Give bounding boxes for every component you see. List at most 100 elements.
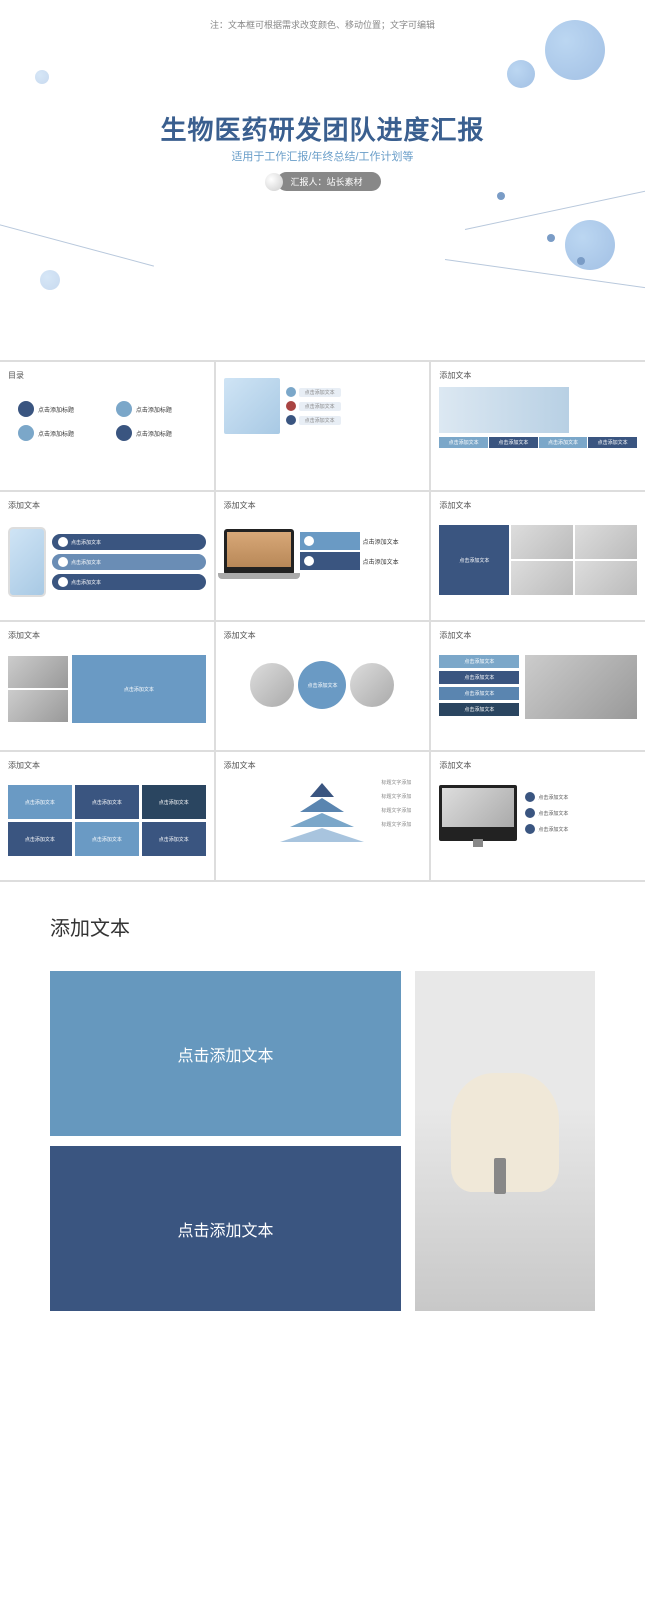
- slide-thumb[interactable]: 添加文本 点击添加文本: [0, 622, 214, 750]
- toc-item: 点击添加标题: [18, 401, 98, 417]
- molecule-line-icon: [465, 187, 645, 230]
- thumb-image: [575, 561, 637, 595]
- large-image: [415, 971, 595, 1311]
- slide-title: 添加文本: [439, 630, 637, 641]
- thumb-image: [511, 525, 573, 559]
- toc-item: 点击添加标题: [116, 425, 196, 441]
- slide-title: 添加文本: [439, 370, 637, 381]
- toc-label: 点击添加标题: [136, 405, 172, 414]
- thumb-block: 点击添加文本: [72, 655, 206, 723]
- thumb-text: 点击添加文本: [538, 826, 568, 833]
- toc-label: 点击添加标题: [38, 429, 74, 438]
- thumb-bar: 点击添加文本: [52, 574, 206, 590]
- toc-icon: [116, 401, 132, 417]
- thumb-text: 点击添加文本: [363, 537, 399, 546]
- thumbnail-grid: 目录 点击添加标题 点击添加标题 点击添加标题 点击添加标题 点击添加文本 点击…: [0, 360, 645, 882]
- thumb-cell: 点击添加文本: [142, 785, 206, 819]
- bullet-icon: [525, 824, 535, 834]
- thumb-bar: 点击添加文本: [439, 687, 519, 700]
- monitor-icon: [439, 785, 517, 841]
- laptop-icon: [224, 529, 294, 575]
- hero-reporter: 汇报人：站长素材: [276, 172, 380, 191]
- bullet-icon: [286, 401, 296, 411]
- large-text-box[interactable]: 点击添加文本: [50, 1146, 401, 1311]
- thumb-text: 点击添加文本: [538, 810, 568, 817]
- thumb-bar: 点击添加文本: [439, 703, 519, 716]
- dot-icon: [304, 556, 314, 566]
- bullet-icon: [525, 808, 535, 818]
- molecule-line-icon: [445, 259, 645, 291]
- dot-icon: [58, 537, 68, 547]
- thumb-image: [8, 690, 68, 722]
- thumb-image: [8, 656, 68, 688]
- pyramid-level: [300, 798, 344, 812]
- slide-thumb[interactable]: 添加文本 点击添加文本: [216, 622, 430, 750]
- thumb-text: 点击添加文本: [299, 416, 341, 425]
- slide-thumb[interactable]: 添加文本 标题文字添加标题文字添加标题文字添加标题文字添加: [216, 752, 430, 880]
- thumb-image: [511, 561, 573, 595]
- slide-thumb[interactable]: 添加文本 点击添加文本 点击添加文本 点击添加文本 点击添加文本 点击添加文本 …: [0, 752, 214, 880]
- slide-title: 添加文本: [8, 760, 206, 771]
- molecule-node-icon: [497, 192, 505, 200]
- slide-title: 目录: [8, 370, 206, 381]
- large-text-box[interactable]: 点击添加文本: [50, 971, 401, 1136]
- thumb-cell: 点击添加文本: [142, 822, 206, 856]
- toc-icon: [18, 401, 34, 417]
- bubble-icon: [545, 20, 605, 80]
- slide-thumb[interactable]: 添加文本 点击添加文本点击添加文本点击添加文本点击添加文本: [431, 362, 645, 490]
- hero-reporter-pill: 汇报人：站长素材: [264, 172, 380, 191]
- slide-thumb[interactable]: 点击添加文本 点击添加文本 点击添加文本: [216, 362, 430, 490]
- thumb-cell: 点击添加文本: [588, 437, 637, 448]
- slide-thumb[interactable]: 添加文本 点击添加文本 点击添加文本: [216, 492, 430, 620]
- thumb-cell: 点击添加文本: [75, 785, 139, 819]
- thumb-image: [525, 655, 637, 719]
- slide-thumb[interactable]: 添加文本 点击添加文本: [431, 492, 645, 620]
- dot-icon: [58, 577, 68, 587]
- thumb-cell: 点击添加文本: [8, 785, 72, 819]
- toc-item: 点击添加标题: [116, 401, 196, 417]
- thumb-bar: 点击添加文本: [439, 671, 519, 684]
- bullet-icon: [525, 792, 535, 802]
- thumb-block: 点击添加文本: [298, 661, 346, 709]
- pyramid-level: [310, 783, 334, 797]
- phone-icon: [8, 527, 46, 597]
- slide-title: 添加文本: [8, 500, 206, 511]
- bubble-icon: [565, 220, 615, 270]
- slide-title: 添加文本: [224, 760, 422, 771]
- thumb-text: 点击添加文本: [299, 388, 341, 397]
- thumb-cell: 点击添加文本: [489, 437, 538, 448]
- dot-icon: [58, 557, 68, 567]
- thumb-cell: 点击添加文本: [439, 437, 488, 448]
- thumb-cell: 点击添加文本: [539, 437, 588, 448]
- toc-icon: [116, 425, 132, 441]
- dot-icon: [304, 536, 314, 546]
- thumb-cell: 点击添加文本: [8, 822, 72, 856]
- bullet-icon: [286, 387, 296, 397]
- pyramid-level: [290, 813, 354, 827]
- slide-title: 添加文本: [8, 630, 206, 641]
- molecule-line-icon: [0, 219, 154, 267]
- bubble-icon: [35, 70, 49, 84]
- large-slide: 添加文本 点击添加文本 点击添加文本: [0, 882, 645, 1361]
- toc-icon: [18, 425, 34, 441]
- bubble-icon: [40, 270, 60, 290]
- thumb-bar: 点击添加文本: [52, 534, 206, 550]
- hero-slide: 注：文本框可根据需求改变颜色、移动位置；文字可编辑 生物医药研发团队进度汇报 适…: [0, 0, 645, 360]
- thumb-text: 点击添加文本: [299, 402, 341, 411]
- slide-toc[interactable]: 目录 点击添加标题 点击添加标题 点击添加标题 点击添加标题: [0, 362, 214, 490]
- large-slide-title: 添加文本: [50, 912, 595, 941]
- pill-dot-icon: [264, 173, 282, 191]
- molecule-node-icon: [547, 234, 555, 242]
- thumb-image: [224, 378, 280, 434]
- toc-label: 点击添加标题: [136, 429, 172, 438]
- slide-thumb[interactable]: 添加文本 点击添加文本 点击添加文本 点击添加文本: [0, 492, 214, 620]
- slide-title: 添加文本: [439, 760, 637, 771]
- slide-thumb[interactable]: 添加文本 点击添加文本 点击添加文本 点击添加文本: [431, 752, 645, 880]
- thumb-block: [300, 532, 360, 550]
- thumb-image: [575, 525, 637, 559]
- slide-thumb[interactable]: 添加文本 点击添加文本 点击添加文本 点击添加文本 点击添加文本: [431, 622, 645, 750]
- hero-subtitle: 适用于工作汇报/年终总结/工作计划等: [0, 148, 645, 164]
- vial-icon: [494, 1158, 506, 1194]
- circle-image: [350, 663, 394, 707]
- thumb-cell: 点击添加文本: [75, 822, 139, 856]
